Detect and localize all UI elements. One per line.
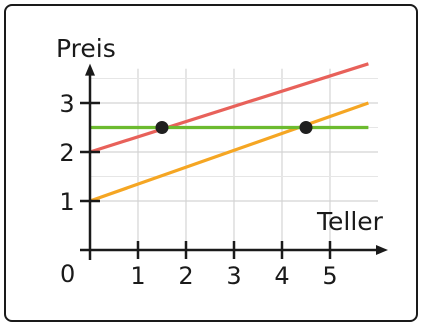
- series-lines: [89, 62, 369, 203]
- axes: [80, 63, 388, 260]
- intersection-point: [299, 121, 313, 134]
- x-tick-label: 2: [178, 262, 193, 290]
- ticks: 1 2 3 4 5 1 2 3: [59, 90, 337, 290]
- x-tick-label: 5: [322, 262, 337, 290]
- x-tick-label: 1: [130, 262, 145, 290]
- series-line-1: [89, 62, 369, 154]
- series-line-2: [89, 101, 369, 203]
- y-axis-label: Preis: [56, 34, 116, 63]
- x-tick-label: 4: [274, 262, 289, 290]
- y-tick-label: 1: [59, 188, 74, 216]
- y-axis-arrow: [85, 63, 95, 76]
- intersection-points: [155, 121, 313, 134]
- x-tick-label: 3: [226, 262, 241, 290]
- chart-frame: [4, 4, 418, 322]
- y-tick-label: 2: [59, 139, 74, 167]
- x-axis-label: Teller: [316, 207, 384, 236]
- y-tick-label: 3: [59, 90, 74, 118]
- intersection-point: [155, 121, 169, 134]
- x-axis-arrow: [376, 245, 388, 255]
- origin-label: 0: [60, 260, 75, 288]
